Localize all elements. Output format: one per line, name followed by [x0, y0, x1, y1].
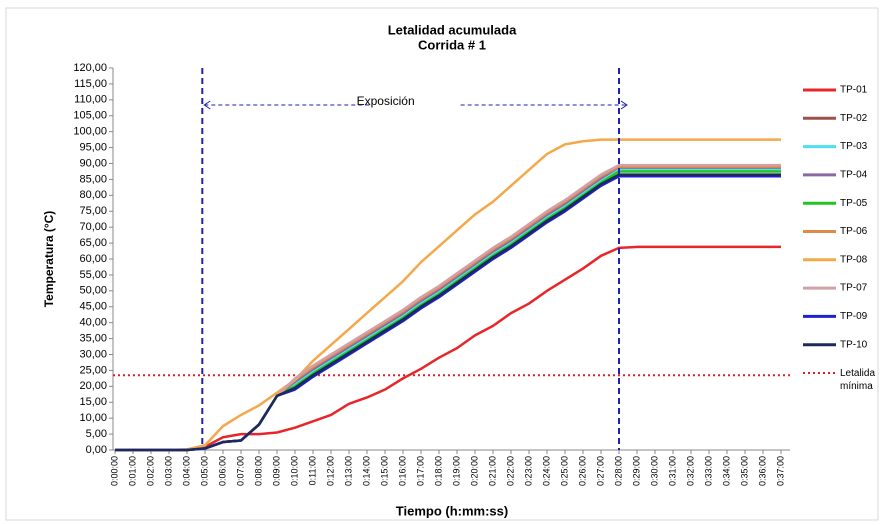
x-tick-label: 0:09:00 [271, 456, 281, 486]
chart-frame [5, 7, 879, 521]
x-tick-label: 0:18:00 [433, 456, 443, 486]
y-tick-label: 65,00 [79, 237, 107, 249]
y-tick-label: 50,00 [79, 285, 107, 297]
legend-label: TP-07 [840, 283, 868, 294]
y-tick-label: 100,00 [73, 126, 107, 138]
legend-label: TP-08 [840, 254, 868, 265]
y-tick-label: 60,00 [79, 253, 107, 265]
y-tick-label: 25,00 [79, 364, 107, 376]
annotation: Exposición [357, 94, 415, 108]
y-tick-label: 120,00 [73, 62, 107, 74]
legend-label: TP-03 [840, 141, 868, 152]
x-tick-label: 0:25:00 [559, 456, 569, 486]
x-tick-label: 0:17:00 [415, 456, 425, 486]
legend-label: TP-10 [840, 339, 868, 350]
y-tick-label: 30,00 [79, 348, 107, 360]
y-tick-label: 10,00 [79, 412, 107, 424]
x-tick-label: 0:30:00 [649, 456, 659, 486]
series-line [115, 245, 781, 452]
legend-label: TP-04 [840, 170, 868, 181]
x-tick-label: 0:01:00 [127, 456, 137, 486]
x-tick-label: 0:14:00 [361, 456, 371, 486]
y-tick-label: 75,00 [79, 205, 107, 217]
x-tick-label: 0:15:00 [379, 456, 389, 486]
legend-label: TP-01 [840, 85, 868, 96]
x-tick-label: 0:05:00 [199, 456, 209, 486]
x-tick-label: 0:34:00 [721, 456, 731, 486]
x-tick-label: 0:20:00 [469, 456, 479, 486]
y-tick-label: 40,00 [79, 317, 107, 329]
x-tick-label: 0:12:00 [325, 456, 335, 486]
x-tick-label: 0:27:00 [595, 456, 605, 486]
x-tick-label: 0:33:00 [703, 456, 713, 486]
x-tick-label: 0:07:00 [235, 456, 245, 486]
y-tick-label: 115,00 [74, 78, 107, 90]
x-tick-label: 0:08:00 [253, 456, 263, 486]
y-tick-label: 85,00 [79, 173, 107, 185]
y-tick-label: 35,00 [79, 332, 107, 344]
arrow-head [203, 100, 211, 110]
legend-label: TP-09 [840, 311, 868, 322]
y-tick-label: 105,00 [73, 110, 107, 122]
x-tick-label: 0:02:00 [145, 456, 155, 486]
chart-title: Letalidad acumulada [388, 22, 517, 37]
y-tick-label: 20,00 [79, 380, 107, 392]
x-tick-label: 0:31:00 [667, 456, 677, 486]
y-tick-label: 95,00 [79, 141, 107, 153]
legend-label: TP-02 [840, 113, 868, 124]
y-tick-label: 90,00 [79, 157, 107, 169]
x-tick-label: 0:06:00 [217, 456, 227, 486]
x-tick-label: 0:35:00 [739, 456, 749, 486]
x-tick-label: 0:13:00 [343, 456, 353, 486]
x-tick-label: 0:32:00 [685, 456, 695, 486]
x-tick-label: 0:29:00 [631, 456, 641, 486]
y-tick-label: 80,00 [79, 189, 107, 201]
x-tick-label: 0:11:00 [307, 456, 317, 485]
x-tick-label: 0:04:00 [181, 456, 191, 486]
y-tick-label: 45,00 [79, 301, 107, 313]
legend-label: TP-06 [840, 226, 868, 237]
legend-label-line: Letalida [840, 368, 875, 379]
arrow-head [620, 100, 628, 110]
chart-subtitle: Corrida # 1 [418, 37, 486, 52]
x-tick-label: 0:00:00 [109, 456, 119, 486]
y-tick-label: 15,00 [79, 396, 107, 408]
y-tick-label: 5,00 [86, 428, 107, 440]
y-tick-label: 110,00 [74, 94, 107, 106]
x-tick-label: 0:37:00 [775, 456, 785, 486]
y-tick-label: 0,00 [86, 444, 107, 456]
legend-label-line: mínima [840, 381, 873, 392]
y-tick-label: 70,00 [79, 221, 107, 233]
legend-label: TP-05 [840, 198, 868, 209]
x-tick-label: 0:26:00 [577, 456, 587, 486]
series-line [115, 138, 781, 452]
x-tick-label: 0:24:00 [541, 456, 551, 486]
x-tick-label: 0:10:00 [289, 456, 299, 486]
x-tick-label: 0:36:00 [757, 456, 767, 486]
x-tick-label: 0:23:00 [523, 456, 533, 486]
x-tick-label: 0:03:00 [163, 456, 173, 486]
x-tick-label: 0:28:00 [613, 456, 623, 486]
x-tick-label: 0:16:00 [397, 456, 407, 486]
x-tick-label: 0:22:00 [505, 456, 515, 486]
series-line [115, 173, 781, 452]
x-tick-label: 0:19:00 [451, 456, 461, 486]
legend-label: Letalida mínima [840, 368, 875, 392]
x-axis-label: Tiempo (h:mm:ss) [396, 503, 508, 518]
x-tick-label: 0:21:00 [487, 456, 497, 486]
y-tick-label: 55,00 [79, 269, 107, 281]
y-axis-label: Temperatura (°C) [42, 211, 56, 308]
